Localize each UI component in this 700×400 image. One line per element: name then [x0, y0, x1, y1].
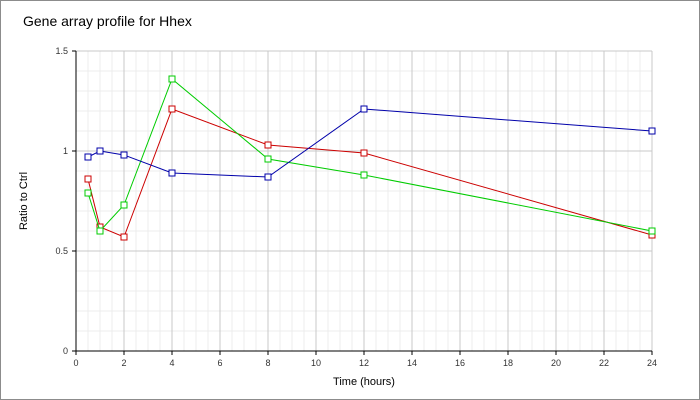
series-layer [84, 75, 656, 241]
data-point-marker [84, 153, 92, 161]
series-1 [84, 105, 656, 241]
y-tick-labels: 0 0.5 1 1.5 [55, 46, 76, 356]
data-point-marker [120, 151, 128, 159]
x-tick-label: 14 [407, 358, 417, 368]
data-point-marker [84, 175, 92, 183]
x-axis-label: Time (hours) [333, 376, 395, 388]
data-point-marker [360, 149, 368, 157]
major-grid [76, 50, 653, 351]
chart-title: Gene array profile for Hhex [23, 13, 192, 29]
x-tick-label: 20 [551, 358, 561, 368]
data-point-marker [120, 201, 128, 209]
x-tick-labels: 0 2 4 6 8 10 12 14 16 18 20 22 24 [73, 351, 657, 368]
x-tick-label: 2 [121, 358, 126, 368]
x-tick-label: 12 [359, 358, 369, 368]
y-tick-label: 1 [63, 146, 68, 156]
data-point-marker [648, 127, 656, 135]
x-tick-label: 6 [217, 358, 222, 368]
data-point-marker [96, 147, 104, 155]
data-point-marker [360, 105, 368, 113]
data-point-marker [168, 105, 176, 113]
y-tick-label: 0 [63, 346, 68, 356]
data-point-marker [84, 189, 92, 197]
data-point-marker [96, 227, 104, 235]
x-tick-label: 0 [73, 358, 78, 368]
data-point-marker [360, 171, 368, 179]
x-tick-label: 22 [599, 358, 609, 368]
x-tick-label: 8 [265, 358, 270, 368]
data-point-marker [264, 141, 272, 149]
data-point-marker [264, 155, 272, 163]
x-tick-label: 24 [647, 358, 657, 368]
series-3 [84, 105, 656, 181]
data-point-marker [648, 227, 656, 235]
series-2 [84, 75, 656, 235]
data-point-marker [264, 173, 272, 181]
x-tick-label: 16 [455, 358, 465, 368]
x-tick-label: 4 [169, 358, 174, 368]
x-tick-label: 10 [311, 358, 321, 368]
y-tick-label: 1.5 [55, 46, 68, 56]
x-tick-label: 18 [503, 358, 513, 368]
data-point-marker [120, 233, 128, 241]
data-point-marker [168, 75, 176, 83]
data-point-marker [168, 169, 176, 177]
y-tick-label: 0.5 [55, 246, 68, 256]
y-axis-label: Ratio to Ctrl [18, 172, 30, 230]
